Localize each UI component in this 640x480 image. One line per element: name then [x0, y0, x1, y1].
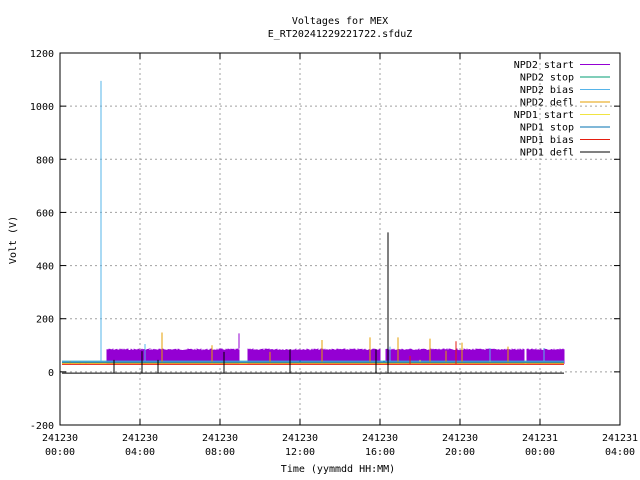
- series-lines: [62, 80, 565, 374]
- y-axis-label: Volt (V): [8, 216, 19, 264]
- series-band: [526, 348, 565, 364]
- series-band: [385, 348, 525, 364]
- x-tick-time: 16:00: [365, 447, 395, 458]
- legend-label: NPD2 bias: [520, 85, 574, 96]
- x-tick-time: 12:00: [285, 447, 315, 458]
- x-tick-time: 04:00: [125, 447, 155, 458]
- x-tick-date: 241231: [602, 433, 638, 444]
- x-tick-date: 241230: [42, 433, 78, 444]
- legend-label: NPD2 defl: [520, 98, 574, 109]
- series-npd2-start: [106, 333, 565, 364]
- x-tick-time: 08:00: [205, 447, 235, 458]
- series-band: [106, 348, 240, 364]
- chart-subtitle: E_RT20241229221722.sfduZ: [268, 29, 413, 40]
- legend-label: NPD1 defl: [520, 148, 574, 159]
- legend-label: NPD1 start: [514, 110, 574, 121]
- x-tick-date: 241230: [442, 433, 478, 444]
- y-tick-label: 0: [48, 368, 54, 379]
- legend-label: NPD2 start: [514, 60, 574, 71]
- x-tick-date: 241230: [282, 433, 318, 444]
- legend-label: NPD1 stop: [520, 123, 574, 134]
- x-tick-date: 241230: [202, 433, 238, 444]
- x-tick-time: 00:00: [525, 447, 555, 458]
- x-tick-time: 04:00: [605, 447, 635, 458]
- x-axis-label: Time (yymmdd HH:MM): [281, 464, 395, 475]
- x-tick-date: 241231: [522, 433, 558, 444]
- series-band: [247, 348, 381, 364]
- y-tick-label: 600: [36, 208, 54, 219]
- series-npd1-bias: [62, 341, 564, 365]
- series-npd1-defl: [62, 232, 564, 374]
- x-tick-time: 00:00: [45, 447, 75, 458]
- series-npd1-stop: [62, 360, 564, 363]
- x-tick-date: 241230: [362, 433, 398, 444]
- x-tick-time: 20:00: [445, 447, 475, 458]
- y-tick-label: 1000: [30, 102, 54, 113]
- plot-frame: [59, 52, 621, 426]
- axis-ticks: -200 0 200 400 600 800 1000 1200 241230 00:00 2412…: [30, 49, 638, 458]
- x-tick-date: 241230: [122, 433, 158, 444]
- y-tick-label: -200: [30, 421, 54, 432]
- y-tick-label: 200: [36, 315, 54, 326]
- series-npd2-bias: [62, 80, 564, 362]
- legend-label: NPD1 bias: [520, 135, 574, 146]
- y-tick-label: 400: [36, 262, 54, 273]
- y-tick-label: 1200: [30, 49, 54, 60]
- chart-title: Voltages for MEX: [292, 16, 388, 27]
- y-tick-label: 800: [36, 155, 54, 166]
- legend-label: NPD2 stop: [520, 73, 574, 84]
